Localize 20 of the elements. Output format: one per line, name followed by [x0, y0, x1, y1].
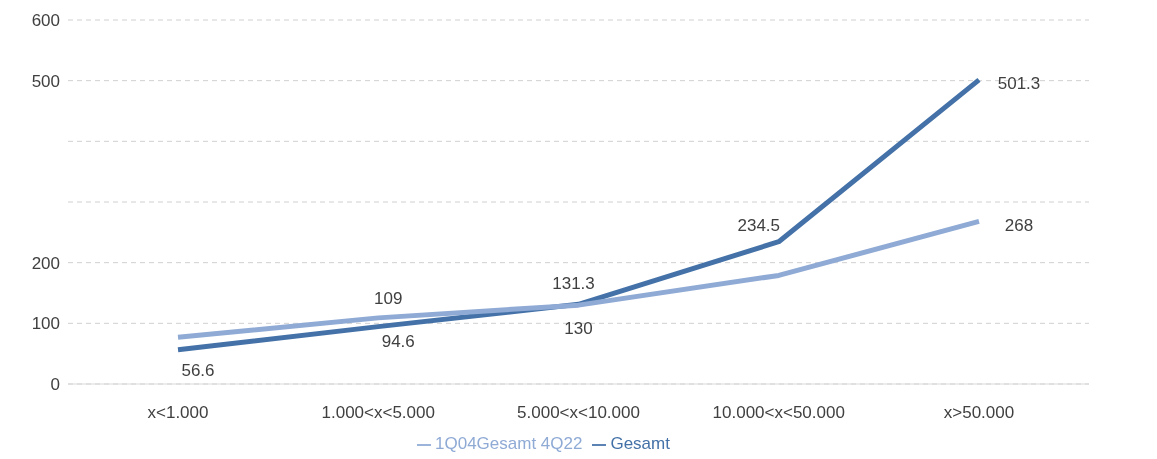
y-tick-label: 100 — [31, 314, 60, 334]
y-tick-label: 0 — [50, 375, 60, 395]
x-tick-label: x<1.000 — [147, 403, 209, 423]
data-label: 131.3 — [552, 273, 595, 293]
y-tick-label: 600 — [31, 11, 60, 31]
x-tick-label: 10.000<x<50.000 — [712, 403, 845, 423]
y-tick-label: 500 — [31, 71, 60, 91]
data-label: 268 — [1004, 215, 1034, 235]
legend-label: Gesamt — [610, 434, 670, 453]
data-label: 94.6 — [381, 332, 415, 352]
x-tick-label: 5.000<x<10.000 — [517, 403, 640, 423]
y-tick-label: 200 — [31, 253, 60, 273]
data-label: 130 — [564, 318, 593, 338]
data-label: 234.5 — [737, 216, 781, 236]
legend-label: 1Q04Gesamt 4Q22 — [435, 434, 583, 453]
x-tick-label: 1.000<x<5.000 — [321, 403, 435, 423]
data-label: 109 — [374, 289, 403, 309]
x-tick-label: x>50.000 — [943, 403, 1015, 423]
data-label: 56.6 — [181, 361, 215, 381]
data-label: 501.3 — [997, 74, 1041, 94]
